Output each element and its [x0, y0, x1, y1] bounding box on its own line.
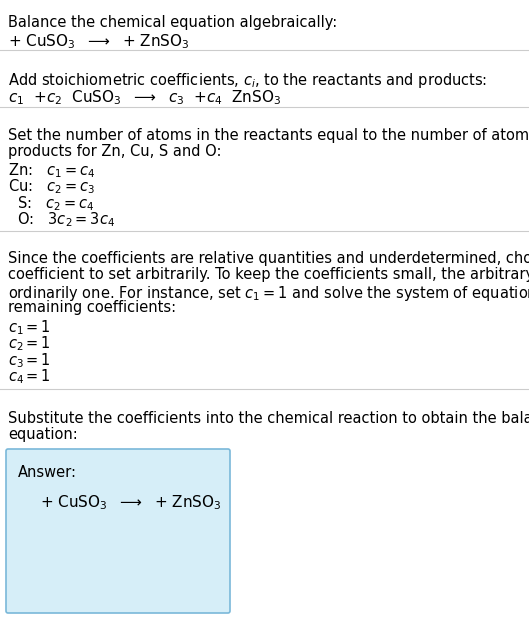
Text: $c_2 = 1$: $c_2 = 1$ [8, 334, 51, 353]
Text: ordinarily one. For instance, set $c_1 = 1$ and solve the system of equations fo: ordinarily one. For instance, set $c_1 =… [8, 284, 529, 303]
Text: Balance the chemical equation algebraically:: Balance the chemical equation algebraica… [8, 15, 338, 30]
Text: + CuSO$_3$  $\longrightarrow$  + ZnSO$_3$: + CuSO$_3$ $\longrightarrow$ + ZnSO$_3$ [40, 493, 222, 511]
Text: $c_1 = 1$: $c_1 = 1$ [8, 318, 51, 336]
Text: Answer:: Answer: [18, 465, 77, 480]
Text: Cu:   $c_2 = c_3$: Cu: $c_2 = c_3$ [8, 177, 95, 196]
Text: $c_1$  +$c_2$  CuSO$_3$  $\longrightarrow$  $c_3$  +$c_4$  ZnSO$_3$: $c_1$ +$c_2$ CuSO$_3$ $\longrightarrow$ … [8, 88, 281, 107]
Text: $c_3 = 1$: $c_3 = 1$ [8, 351, 51, 369]
Text: + CuSO$_3$  $\longrightarrow$  + ZnSO$_3$: + CuSO$_3$ $\longrightarrow$ + ZnSO$_3$ [8, 32, 190, 50]
Text: Since the coefficients are relative quantities and underdetermined, choose a: Since the coefficients are relative quan… [8, 251, 529, 266]
Text: Zn:   $c_1 = c_4$: Zn: $c_1 = c_4$ [8, 161, 95, 179]
Text: O:   $3 c_2 = 3 c_4$: O: $3 c_2 = 3 c_4$ [8, 210, 115, 229]
FancyBboxPatch shape [6, 449, 230, 613]
Text: products for Zn, Cu, S and O:: products for Zn, Cu, S and O: [8, 144, 222, 159]
Text: Set the number of atoms in the reactants equal to the number of atoms in the: Set the number of atoms in the reactants… [8, 128, 529, 143]
Text: equation:: equation: [8, 427, 78, 442]
Text: coefficient to set arbitrarily. To keep the coefficients small, the arbitrary va: coefficient to set arbitrarily. To keep … [8, 267, 529, 282]
Text: remaining coefficients:: remaining coefficients: [8, 300, 176, 315]
Text: $c_4 = 1$: $c_4 = 1$ [8, 367, 51, 386]
Text: Substitute the coefficients into the chemical reaction to obtain the balanced: Substitute the coefficients into the che… [8, 411, 529, 426]
Text: S:   $c_2 = c_4$: S: $c_2 = c_4$ [8, 194, 94, 212]
Text: Add stoichiometric coefficients, $c_i$, to the reactants and products:: Add stoichiometric coefficients, $c_i$, … [8, 71, 487, 90]
